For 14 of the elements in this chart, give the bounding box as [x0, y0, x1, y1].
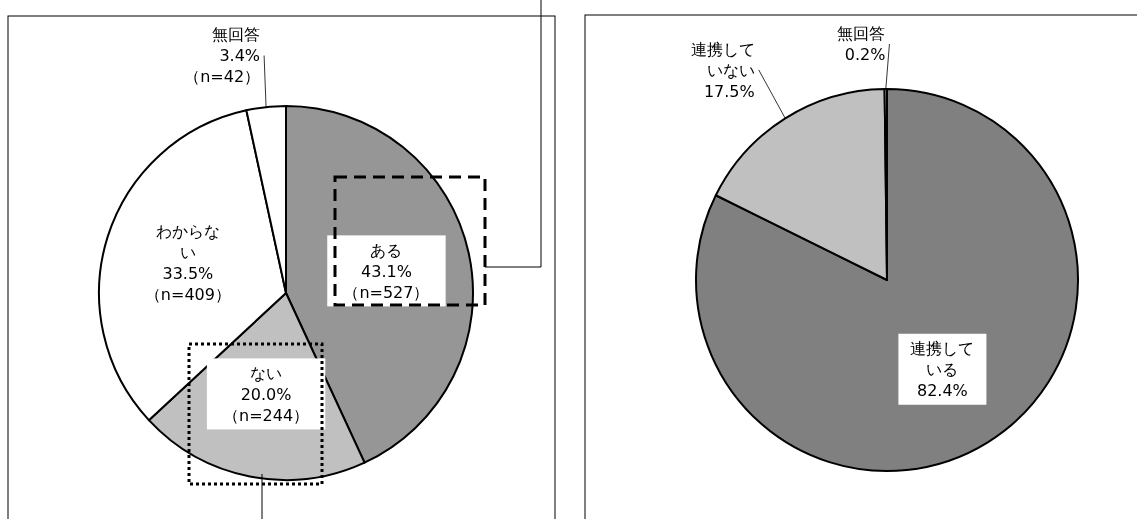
slice-label: 無回答 [212, 25, 261, 45]
slice-label: 連携している [910, 339, 975, 380]
data-label: 33.5% （n=409） [144, 263, 231, 304]
slice-label: 連携していない [690, 39, 755, 80]
data-label: 0.2% [844, 45, 886, 65]
slice-label: 無回答 [837, 24, 886, 44]
data-label: 17.5% [703, 81, 755, 101]
slice-label: ない [250, 363, 283, 383]
data-label: 20.0% （n=244） [223, 384, 310, 425]
data-label: 43.1% （n=527） [343, 261, 430, 302]
data-label: 3.4% （n=42） [184, 46, 261, 87]
slice-label: わからない [155, 221, 220, 262]
slice-label: ある [370, 240, 403, 260]
data-label: 82.4% [916, 381, 968, 401]
